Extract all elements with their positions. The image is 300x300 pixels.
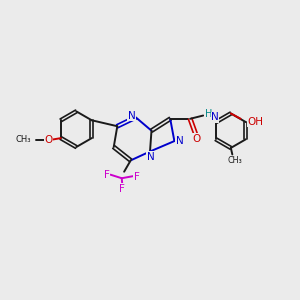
Text: OH: OH xyxy=(247,117,263,127)
Text: N: N xyxy=(128,111,136,121)
Text: H: H xyxy=(205,109,212,119)
Text: O: O xyxy=(192,134,200,144)
Text: N: N xyxy=(176,136,183,146)
Text: N: N xyxy=(147,152,154,161)
Text: N: N xyxy=(211,112,219,122)
Text: O: O xyxy=(44,135,52,145)
Text: CH₃: CH₃ xyxy=(227,156,242,165)
Text: F: F xyxy=(104,170,110,180)
Text: F: F xyxy=(134,172,140,182)
Text: F: F xyxy=(119,184,125,194)
Text: CH₃: CH₃ xyxy=(15,135,31,144)
